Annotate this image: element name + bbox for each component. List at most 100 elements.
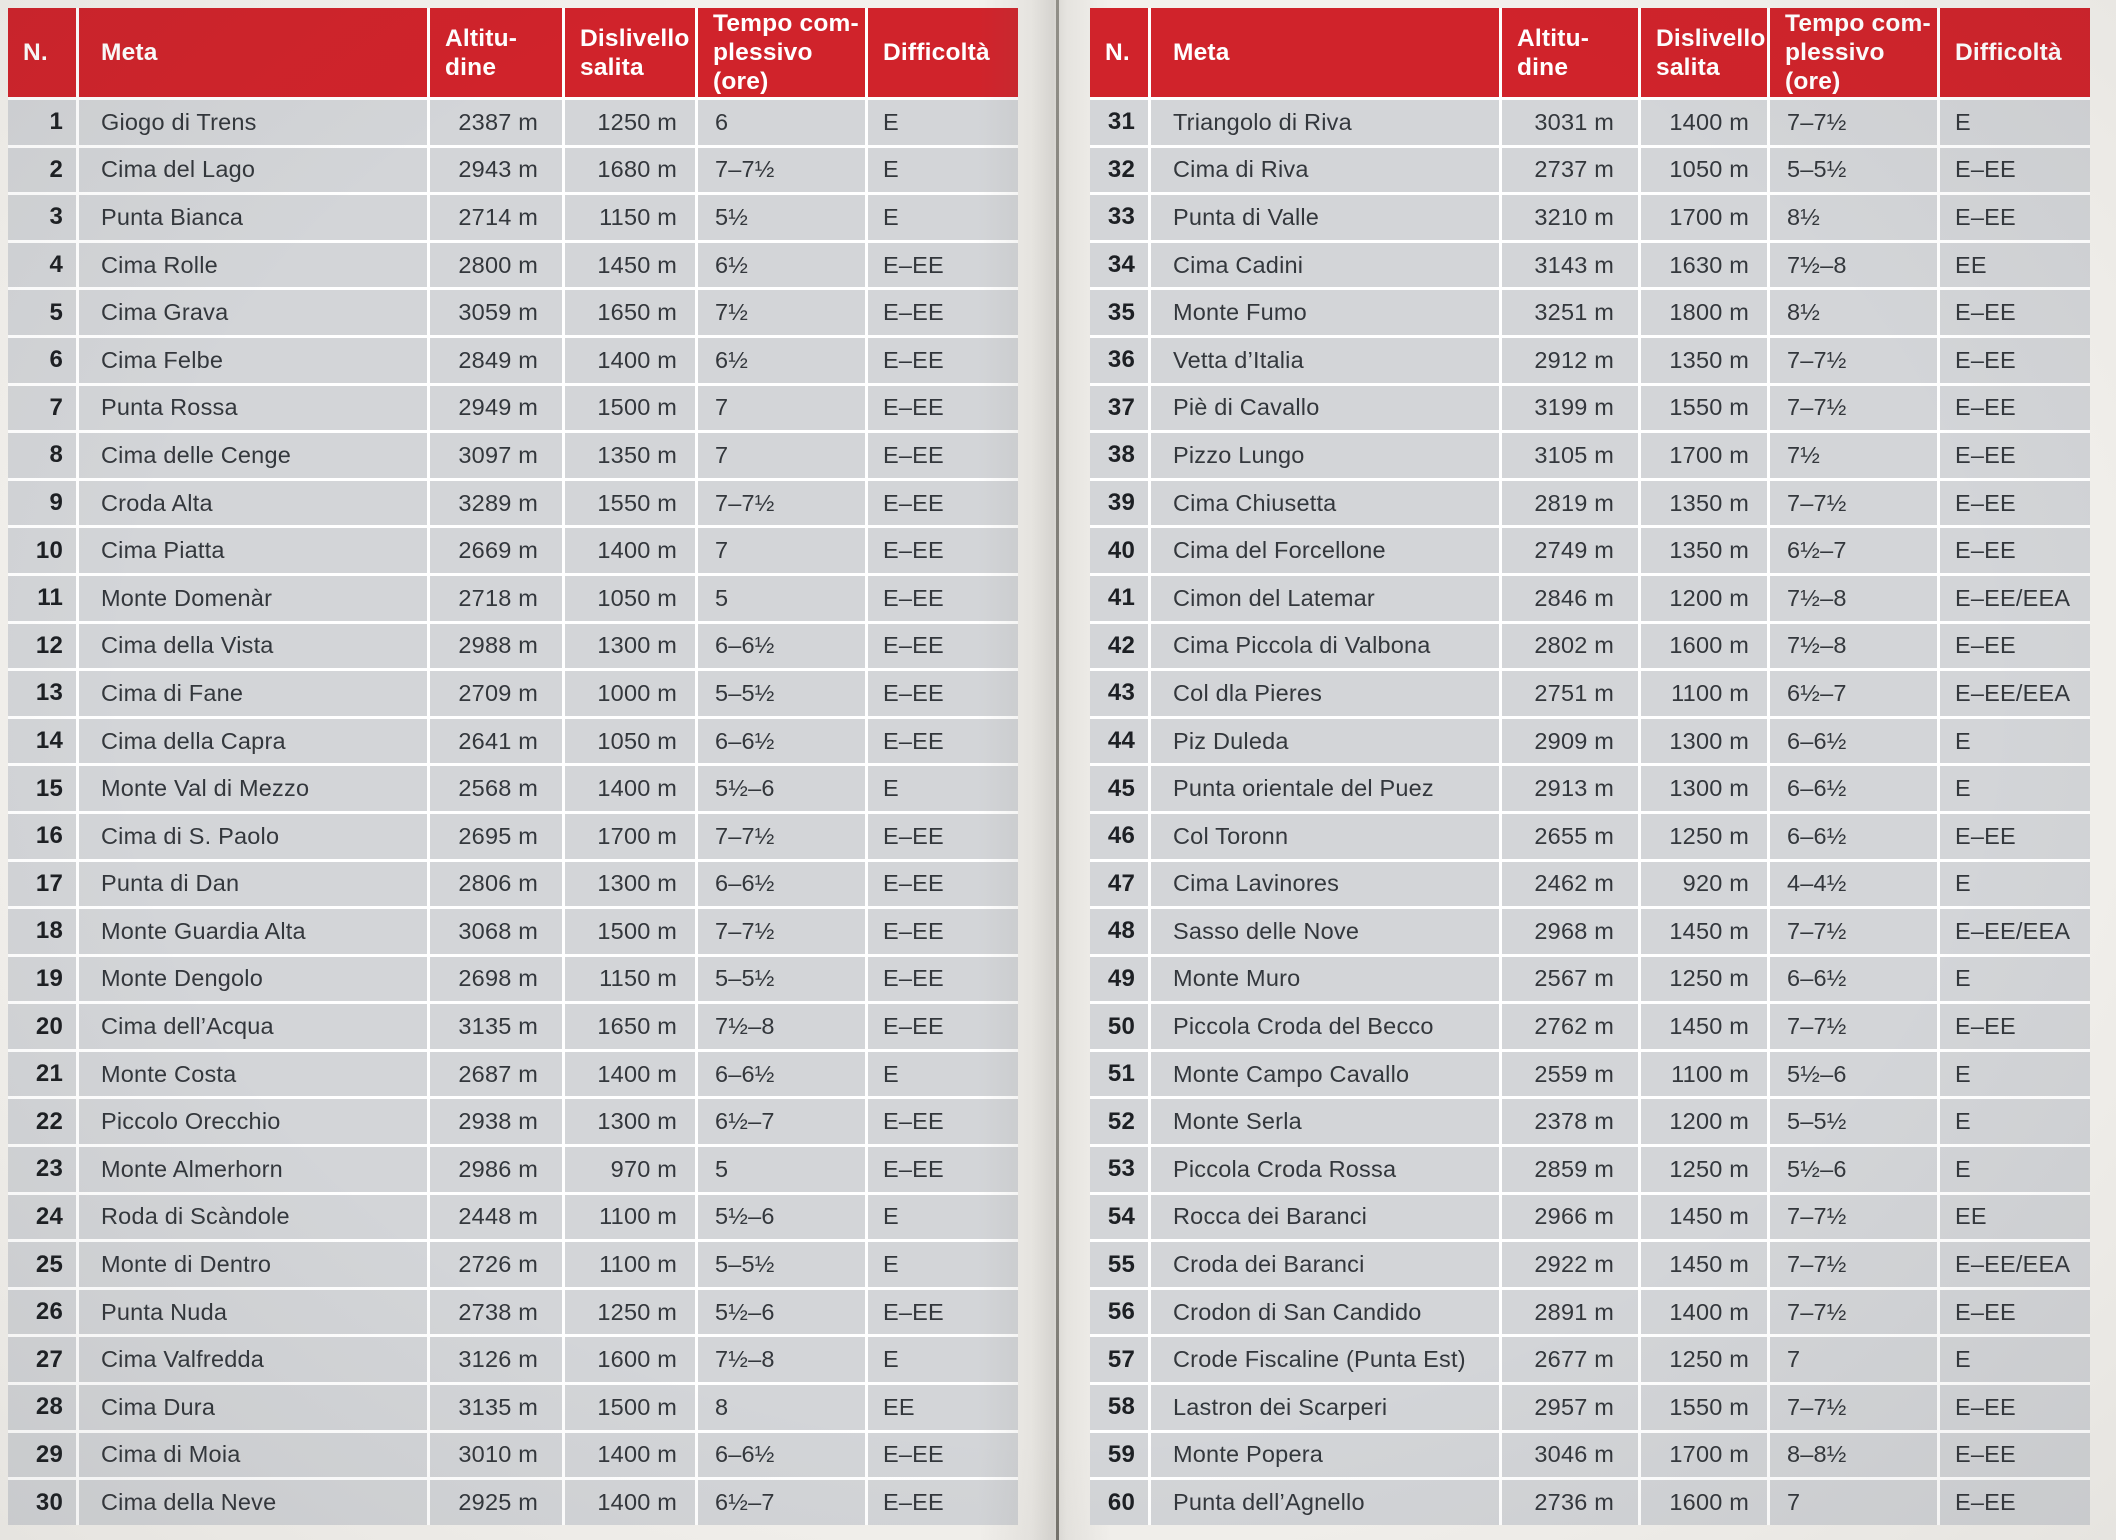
cell-tempo: 7–7½	[1770, 480, 1937, 526]
cell-dislivello: 1100 m	[565, 1242, 695, 1287]
cell-difficolta: E–EE	[868, 433, 1018, 478]
cell-dislivello: 1600 m	[1641, 623, 1767, 669]
column-header-difficolta: Difficoltà	[1940, 8, 2090, 97]
cell-meta: Cima Felbe	[79, 337, 427, 383]
cell-n: 33	[1090, 195, 1148, 240]
cell-altitudine: 2687 m	[430, 1051, 562, 1097]
cell-altitudine: 2943 m	[430, 147, 562, 193]
cell-dislivello: 1300 m	[1641, 718, 1767, 764]
cell-meta: Cima di Riva	[1151, 147, 1499, 193]
cell-meta: Piz Duleda	[1151, 718, 1499, 764]
cell-altitudine: 2988 m	[430, 623, 562, 669]
cell-n: 37	[1090, 385, 1148, 431]
cell-altitudine: 2925 m	[430, 1480, 562, 1525]
cell-tempo: 7–7½	[1770, 337, 1937, 383]
cell-dislivello: 920 m	[1641, 861, 1767, 907]
cell-n: 20	[8, 1004, 76, 1049]
cell-altitudine: 3251 m	[1502, 290, 1638, 335]
cell-meta: Pizzo Lungo	[1151, 433, 1499, 478]
column-header-altitudine: Altitu- dine	[1502, 8, 1638, 97]
cell-altitudine: 3097 m	[430, 433, 562, 478]
cell-tempo: 7–7½	[1770, 1194, 1937, 1240]
cell-altitudine: 2968 m	[1502, 909, 1638, 954]
cell-altitudine: 2567 m	[1502, 956, 1638, 1002]
cell-n: 31	[1090, 100, 1148, 145]
cell-n: 42	[1090, 623, 1148, 669]
cell-n: 13	[8, 671, 76, 716]
cell-dislivello: 1350 m	[565, 433, 695, 478]
cell-difficolta: E–EE	[1940, 1289, 2090, 1335]
cell-tempo: 6½–7	[1770, 671, 1937, 716]
cell-difficolta: E	[1940, 956, 2090, 1002]
cell-n: 7	[8, 385, 76, 431]
cell-dislivello: 1300 m	[565, 861, 695, 907]
cell-difficolta: E–EE	[1940, 480, 2090, 526]
column-header-n: N.	[8, 8, 76, 97]
cell-altitudine: 2751 m	[1502, 671, 1638, 716]
cell-altitudine: 3199 m	[1502, 385, 1638, 431]
cell-n: 28	[8, 1385, 76, 1430]
cell-difficolta: E–EE	[1940, 1385, 2090, 1430]
cell-tempo: 6–6½	[1770, 766, 1937, 811]
cell-dislivello: 1150 m	[565, 956, 695, 1002]
cell-difficolta: E–EE	[868, 242, 1018, 288]
column-header-dislivello: Dislivello salita	[565, 8, 695, 97]
cell-tempo: 7½	[1770, 433, 1937, 478]
cell-n: 30	[8, 1480, 76, 1525]
cell-difficolta: E–EE	[868, 1289, 1018, 1335]
cell-meta: Cima Cadini	[1151, 242, 1499, 288]
cell-tempo: 7½–8	[698, 1337, 865, 1383]
cell-altitudine: 2714 m	[430, 195, 562, 240]
cell-tempo: 7–7½	[698, 909, 865, 954]
cell-altitudine: 2800 m	[430, 242, 562, 288]
cell-tempo: 7–7½	[1770, 385, 1937, 431]
cell-n: 49	[1090, 956, 1148, 1002]
cell-altitudine: 3010 m	[430, 1432, 562, 1478]
cell-dislivello: 1700 m	[1641, 195, 1767, 240]
cell-n: 9	[8, 480, 76, 526]
cell-n: 18	[8, 909, 76, 954]
column-header-n: N.	[1090, 8, 1148, 97]
cell-difficolta: E–EE	[1940, 385, 2090, 431]
cell-altitudine: 3046 m	[1502, 1432, 1638, 1478]
cell-meta: Cimon del Latemar	[1151, 575, 1499, 621]
cell-altitudine: 2378 m	[1502, 1099, 1638, 1145]
cell-difficolta: E–EE	[868, 813, 1018, 859]
cell-altitudine: 2912 m	[1502, 337, 1638, 383]
cell-difficolta: E–EE/EEA	[1940, 1242, 2090, 1287]
cell-meta: Cima Grava	[79, 290, 427, 335]
cell-dislivello: 1350 m	[1641, 480, 1767, 526]
cell-dislivello: 1400 m	[565, 528, 695, 573]
column-header-dislivello: Dislivello salita	[1641, 8, 1767, 97]
cell-difficolta: E	[868, 1194, 1018, 1240]
cell-n: 55	[1090, 1242, 1148, 1287]
cell-meta: Monte Domenàr	[79, 575, 427, 621]
cell-meta: Cima della Capra	[79, 718, 427, 764]
cell-meta: Cima dell’Acqua	[79, 1004, 427, 1049]
cell-altitudine: 2737 m	[1502, 147, 1638, 193]
cell-tempo: 7½–8	[1770, 575, 1937, 621]
cell-altitudine: 2966 m	[1502, 1194, 1638, 1240]
cell-meta: Cima Chiusetta	[1151, 480, 1499, 526]
cell-dislivello: 1350 m	[1641, 337, 1767, 383]
cell-difficolta: E–EE	[868, 1147, 1018, 1192]
cell-dislivello: 1100 m	[1641, 1051, 1767, 1097]
cell-tempo: 6½	[698, 242, 865, 288]
cell-dislivello: 1400 m	[565, 337, 695, 383]
cell-tempo: 6–6½	[1770, 956, 1937, 1002]
cell-altitudine: 2655 m	[1502, 813, 1638, 859]
cell-tempo: 7½	[698, 290, 865, 335]
cell-dislivello: 1680 m	[565, 147, 695, 193]
cell-meta: Cima Rolle	[79, 242, 427, 288]
cell-tempo: 7–7½	[1770, 1289, 1937, 1335]
cell-n: 58	[1090, 1385, 1148, 1430]
cell-meta: Vetta d’Italia	[1151, 337, 1499, 383]
cell-altitudine: 2448 m	[430, 1194, 562, 1240]
cell-n: 56	[1090, 1289, 1148, 1335]
cell-altitudine: 2387 m	[430, 100, 562, 145]
cell-tempo: 5	[698, 575, 865, 621]
cell-difficolta: E	[1940, 1147, 2090, 1192]
cell-tempo: 7	[698, 528, 865, 573]
cell-dislivello: 1700 m	[565, 813, 695, 859]
column-header-meta: Meta	[1151, 8, 1499, 97]
